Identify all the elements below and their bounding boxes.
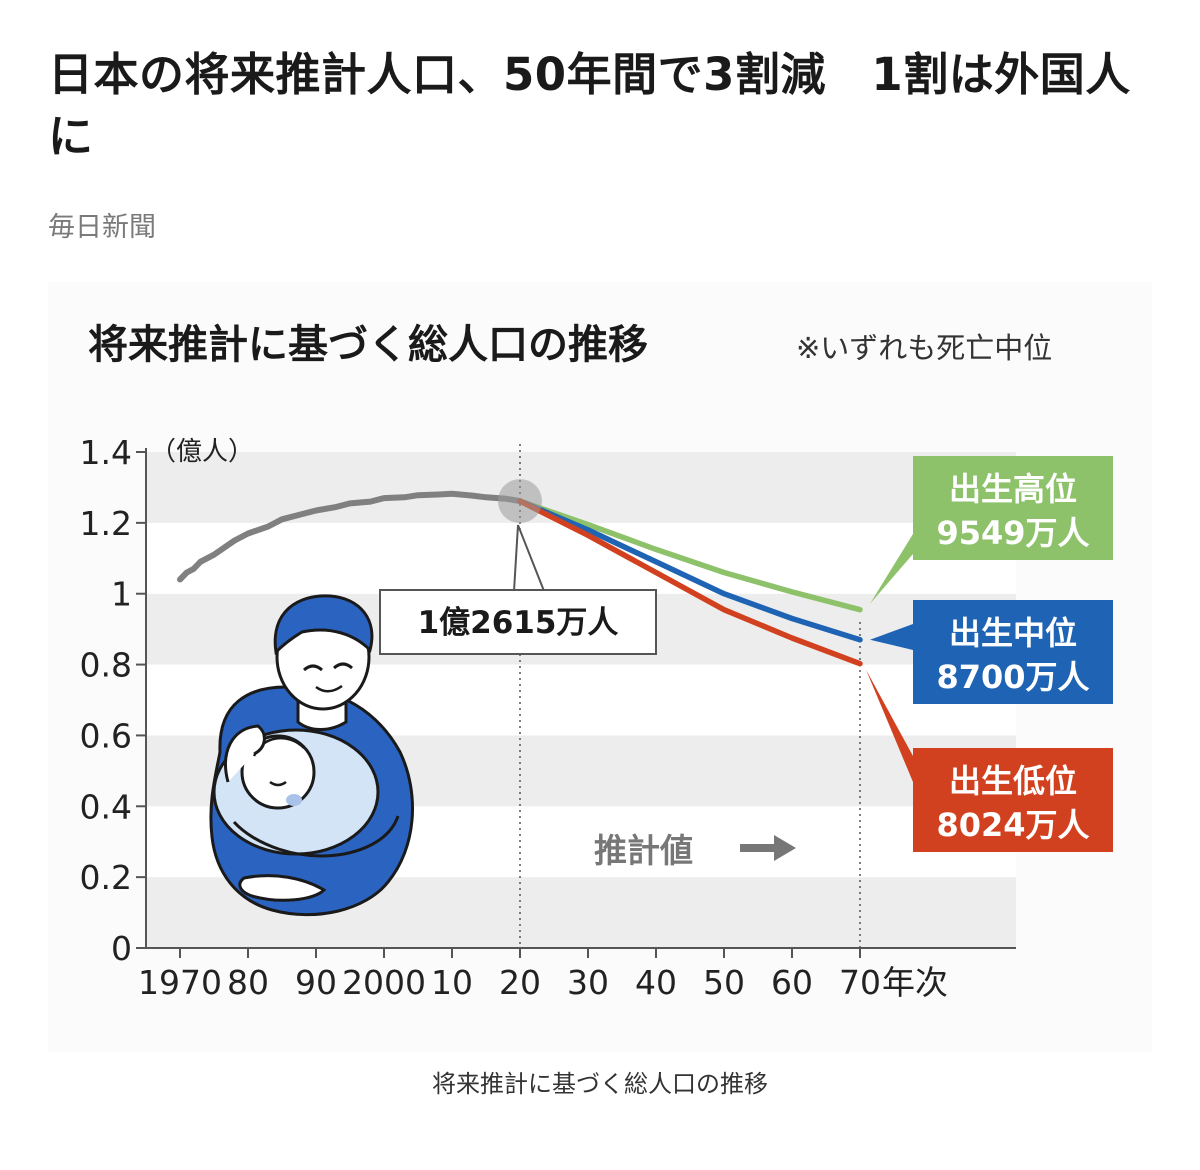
label-pointer-high (870, 534, 913, 604)
series-value-high: 9549万人 (936, 514, 1089, 552)
y-tick-label: 0 (111, 929, 132, 968)
y-tick-label: 1.4 (80, 433, 132, 472)
x-axis-label: 年次 (882, 963, 948, 1002)
x-tick-label: 40 (635, 963, 677, 1002)
chart-figure: 将来推計に基づく総人口の推移 ※いずれも死亡中位 0 0.2 0.4 0.6 0.8 1 1… (48, 282, 1152, 1052)
current-point-marker (498, 479, 542, 524)
series-line-medium (517, 498, 863, 643)
series-group (177, 490, 863, 667)
chart-note: ※いずれも死亡中位 (796, 331, 1052, 365)
label-box-low (913, 748, 1113, 852)
x-tick-label: 50 (703, 963, 745, 1002)
y-tick-label: 1 (111, 575, 132, 614)
series-value-low: 8024万人 (936, 806, 1089, 844)
callout-text: 1億2615万人 (418, 605, 619, 641)
estimate-label: 推計値 (594, 831, 693, 870)
series-line-actual (177, 490, 523, 583)
label-pointer-medium (870, 624, 913, 650)
series-name-high: 出生高位 (949, 470, 1077, 508)
y-tick-label: 0.6 (80, 716, 132, 755)
x-tick-label: 2000 (342, 963, 426, 1002)
x-tick-label: 1970 (138, 963, 222, 1002)
parent-baby-illustration (209, 594, 414, 917)
y-axis-label: （億人） (150, 437, 254, 467)
callout-box (379, 589, 657, 655)
grid-band (146, 452, 1016, 523)
current-population-callout: 1億2615万人 (379, 524, 657, 655)
y-tick-label: 0.4 (80, 787, 132, 826)
y-tick-label: 1.2 (80, 504, 132, 543)
x-tick-label: 90 (295, 963, 337, 1002)
chart-svg: 将来推計に基づく総人口の推移 ※いずれも死亡中位 0 0.2 0.4 0.6 0.8 1 1… (48, 282, 1152, 1052)
article-source[interactable]: 毎日新聞 (48, 212, 156, 243)
x-tick-label: 70 (839, 963, 881, 1002)
x-tick-label: 10 (431, 963, 473, 1002)
label-box-high (913, 456, 1113, 560)
x-tick-label: 20 (499, 963, 541, 1002)
chart-title: 将来推計に基づく総人口の推移 (88, 322, 648, 368)
y-tick-label: 0.2 (80, 858, 132, 897)
x-tick-label: 80 (227, 963, 269, 1002)
series-name-medium: 出生中位 (949, 614, 1077, 652)
series-value-medium: 8700万人 (936, 658, 1089, 696)
x-tick-label: 60 (771, 963, 813, 1002)
estimate-arrow-icon (740, 835, 796, 861)
series-name-low: 出生低位 (949, 762, 1077, 800)
x-tick-label: 30 (567, 963, 609, 1002)
y-tick-label: 0.8 (80, 646, 132, 685)
label-box-medium (913, 600, 1113, 704)
y-tick-group: 0 0.2 0.4 0.6 0.8 1 1.2 1.4 (80, 433, 146, 968)
article-headline: 日本の将来推計人口、50年間で3割減 1割は外国人に (48, 48, 1131, 163)
series-line-high (517, 498, 863, 613)
figure-caption: 将来推計に基づく総人口の推移 (432, 1070, 768, 1098)
series-line-low (517, 498, 863, 667)
x-tick-group: 1970 80 90 2000 10 20 30 40 50 60 70 (138, 948, 881, 1002)
